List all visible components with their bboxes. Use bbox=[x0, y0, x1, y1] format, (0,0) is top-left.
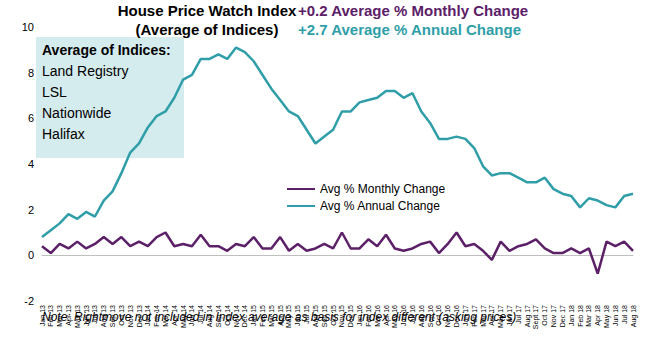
svg-text:Aug 18: Aug 18 bbox=[630, 305, 638, 327]
svg-text:8: 8 bbox=[28, 67, 34, 79]
svg-text:Nationwide: Nationwide bbox=[42, 105, 111, 121]
svg-text:Jul 18: Jul 18 bbox=[621, 305, 628, 324]
svg-text:+2.7 Average % Annual Change: +2.7 Average % Annual Change bbox=[298, 21, 521, 38]
svg-text:2: 2 bbox=[28, 204, 34, 216]
svg-text:Dec 17: Dec 17 bbox=[559, 305, 566, 327]
svg-text:0: 0 bbox=[28, 249, 34, 261]
svg-text:Avg % Monthly Change: Avg % Monthly Change bbox=[320, 182, 446, 196]
svg-text:May 15: May 15 bbox=[285, 305, 293, 328]
svg-text:Jun 18: Jun 18 bbox=[612, 305, 619, 326]
svg-text:Nov 17: Nov 17 bbox=[550, 305, 557, 327]
svg-text:LSL: LSL bbox=[42, 84, 67, 100]
svg-text:Aug 17: Aug 17 bbox=[524, 305, 532, 327]
svg-text:May 13: May 13 bbox=[73, 305, 81, 328]
svg-text:Oct 17: Oct 17 bbox=[541, 305, 548, 326]
svg-text:Sept 17: Sept 17 bbox=[532, 305, 540, 329]
svg-text:Apr 18: Apr 18 bbox=[594, 305, 602, 326]
svg-text:May 16: May 16 bbox=[391, 305, 399, 328]
svg-text:Feb 18: Feb 18 bbox=[577, 305, 584, 327]
svg-text:May 14: May 14 bbox=[179, 305, 187, 328]
svg-text:-2: -2 bbox=[24, 295, 34, 307]
svg-text:House Price Watch Index: House Price Watch Index bbox=[118, 2, 297, 19]
svg-text:Note: Rightmove not included i: Note: Rightmove not included in Index av… bbox=[42, 310, 516, 324]
svg-text:+0.2 Average % Monthly Change: +0.2 Average % Monthly Change bbox=[298, 2, 528, 19]
svg-text:Average of Indices:: Average of Indices: bbox=[42, 42, 171, 58]
svg-text:Land Registry: Land Registry bbox=[42, 63, 128, 79]
svg-text:(Average of Indices): (Average of Indices) bbox=[136, 21, 279, 38]
svg-text:Jul 17: Jul 17 bbox=[514, 305, 522, 324]
svg-text:Avg % Annual Change: Avg % Annual Change bbox=[320, 199, 440, 213]
svg-text:Halifax: Halifax bbox=[42, 126, 85, 142]
svg-text:10: 10 bbox=[22, 21, 34, 33]
svg-text:6: 6 bbox=[28, 112, 34, 124]
svg-text:Mar 18: Mar 18 bbox=[585, 305, 592, 327]
svg-text:Jan 18: Jan 18 bbox=[568, 305, 575, 326]
svg-text:May 17: May 17 bbox=[497, 305, 505, 328]
svg-text:4: 4 bbox=[28, 158, 34, 170]
svg-text:May 18: May 18 bbox=[603, 305, 611, 328]
